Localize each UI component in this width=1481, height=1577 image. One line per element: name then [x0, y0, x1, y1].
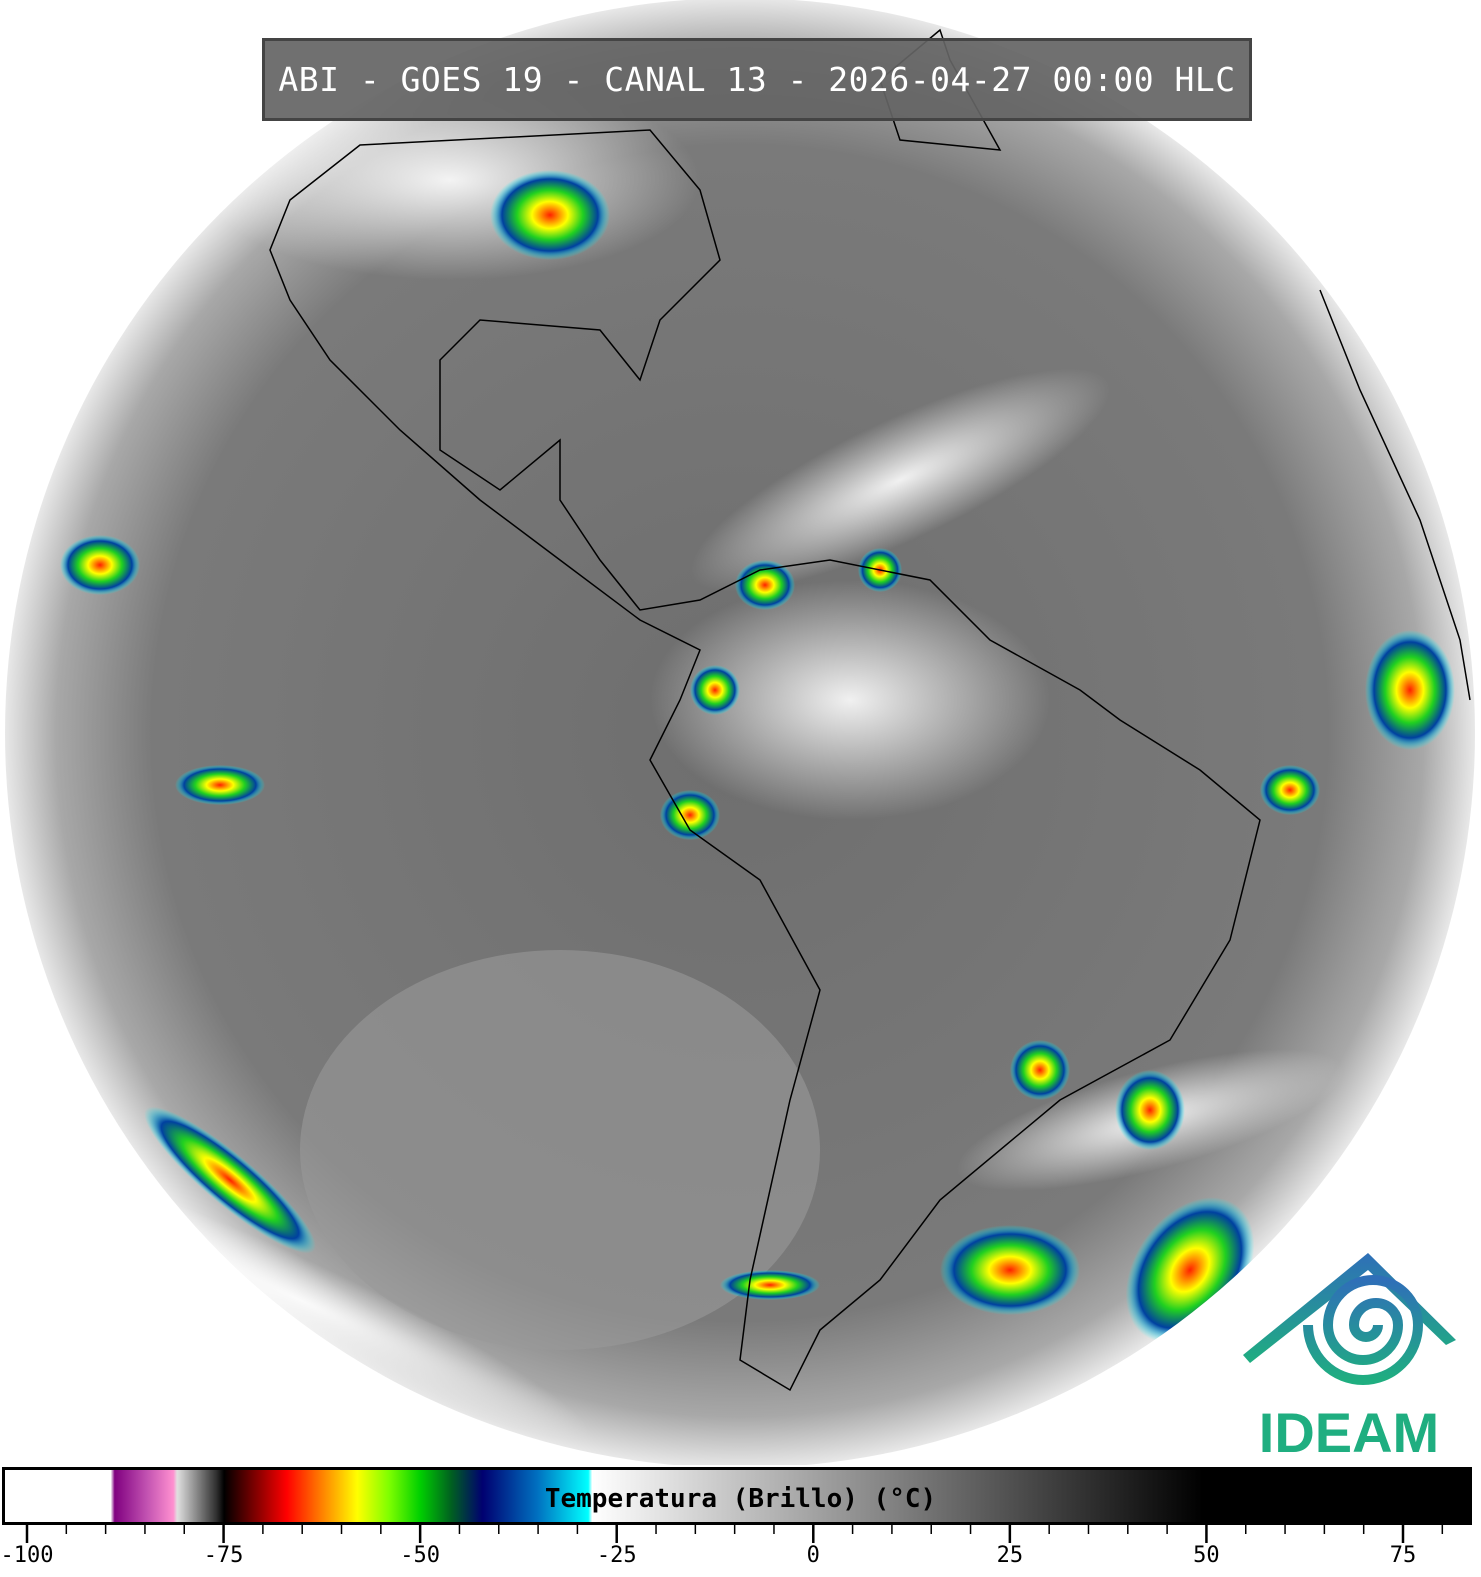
temperature-colorbar — [2, 1467, 1472, 1525]
colorbar-tick-label: -25 — [596, 1543, 637, 1568]
colorbar-tick-label: -75 — [203, 1543, 244, 1568]
colorbar-tick-label: 0 — [806, 1543, 820, 1568]
colorbar-label: Temperatura (Brillo) (°C) — [544, 1484, 937, 1514]
image-title: ABI - GOES 19 - CANAL 13 - 2026-04-27 00… — [262, 38, 1252, 121]
colorbar-tick-label: 75 — [1389, 1543, 1417, 1568]
cloud-features — [9, 80, 1455, 1441]
ideam-logo-icon — [1243, 1253, 1456, 1385]
satellite-globe-image — [5, 0, 1475, 1465]
colorbar-tick-label: 50 — [1193, 1543, 1220, 1568]
ideam-logo: IDEAM — [1238, 1245, 1460, 1465]
colorbar-ticks — [25, 1525, 1444, 1543]
colorbar-tick-label: 25 — [996, 1543, 1024, 1568]
colorbar-tick-label: -100 — [0, 1543, 54, 1568]
colorbar-tick-label: -50 — [400, 1543, 441, 1568]
logo-text: IDEAM — [1258, 1401, 1440, 1464]
